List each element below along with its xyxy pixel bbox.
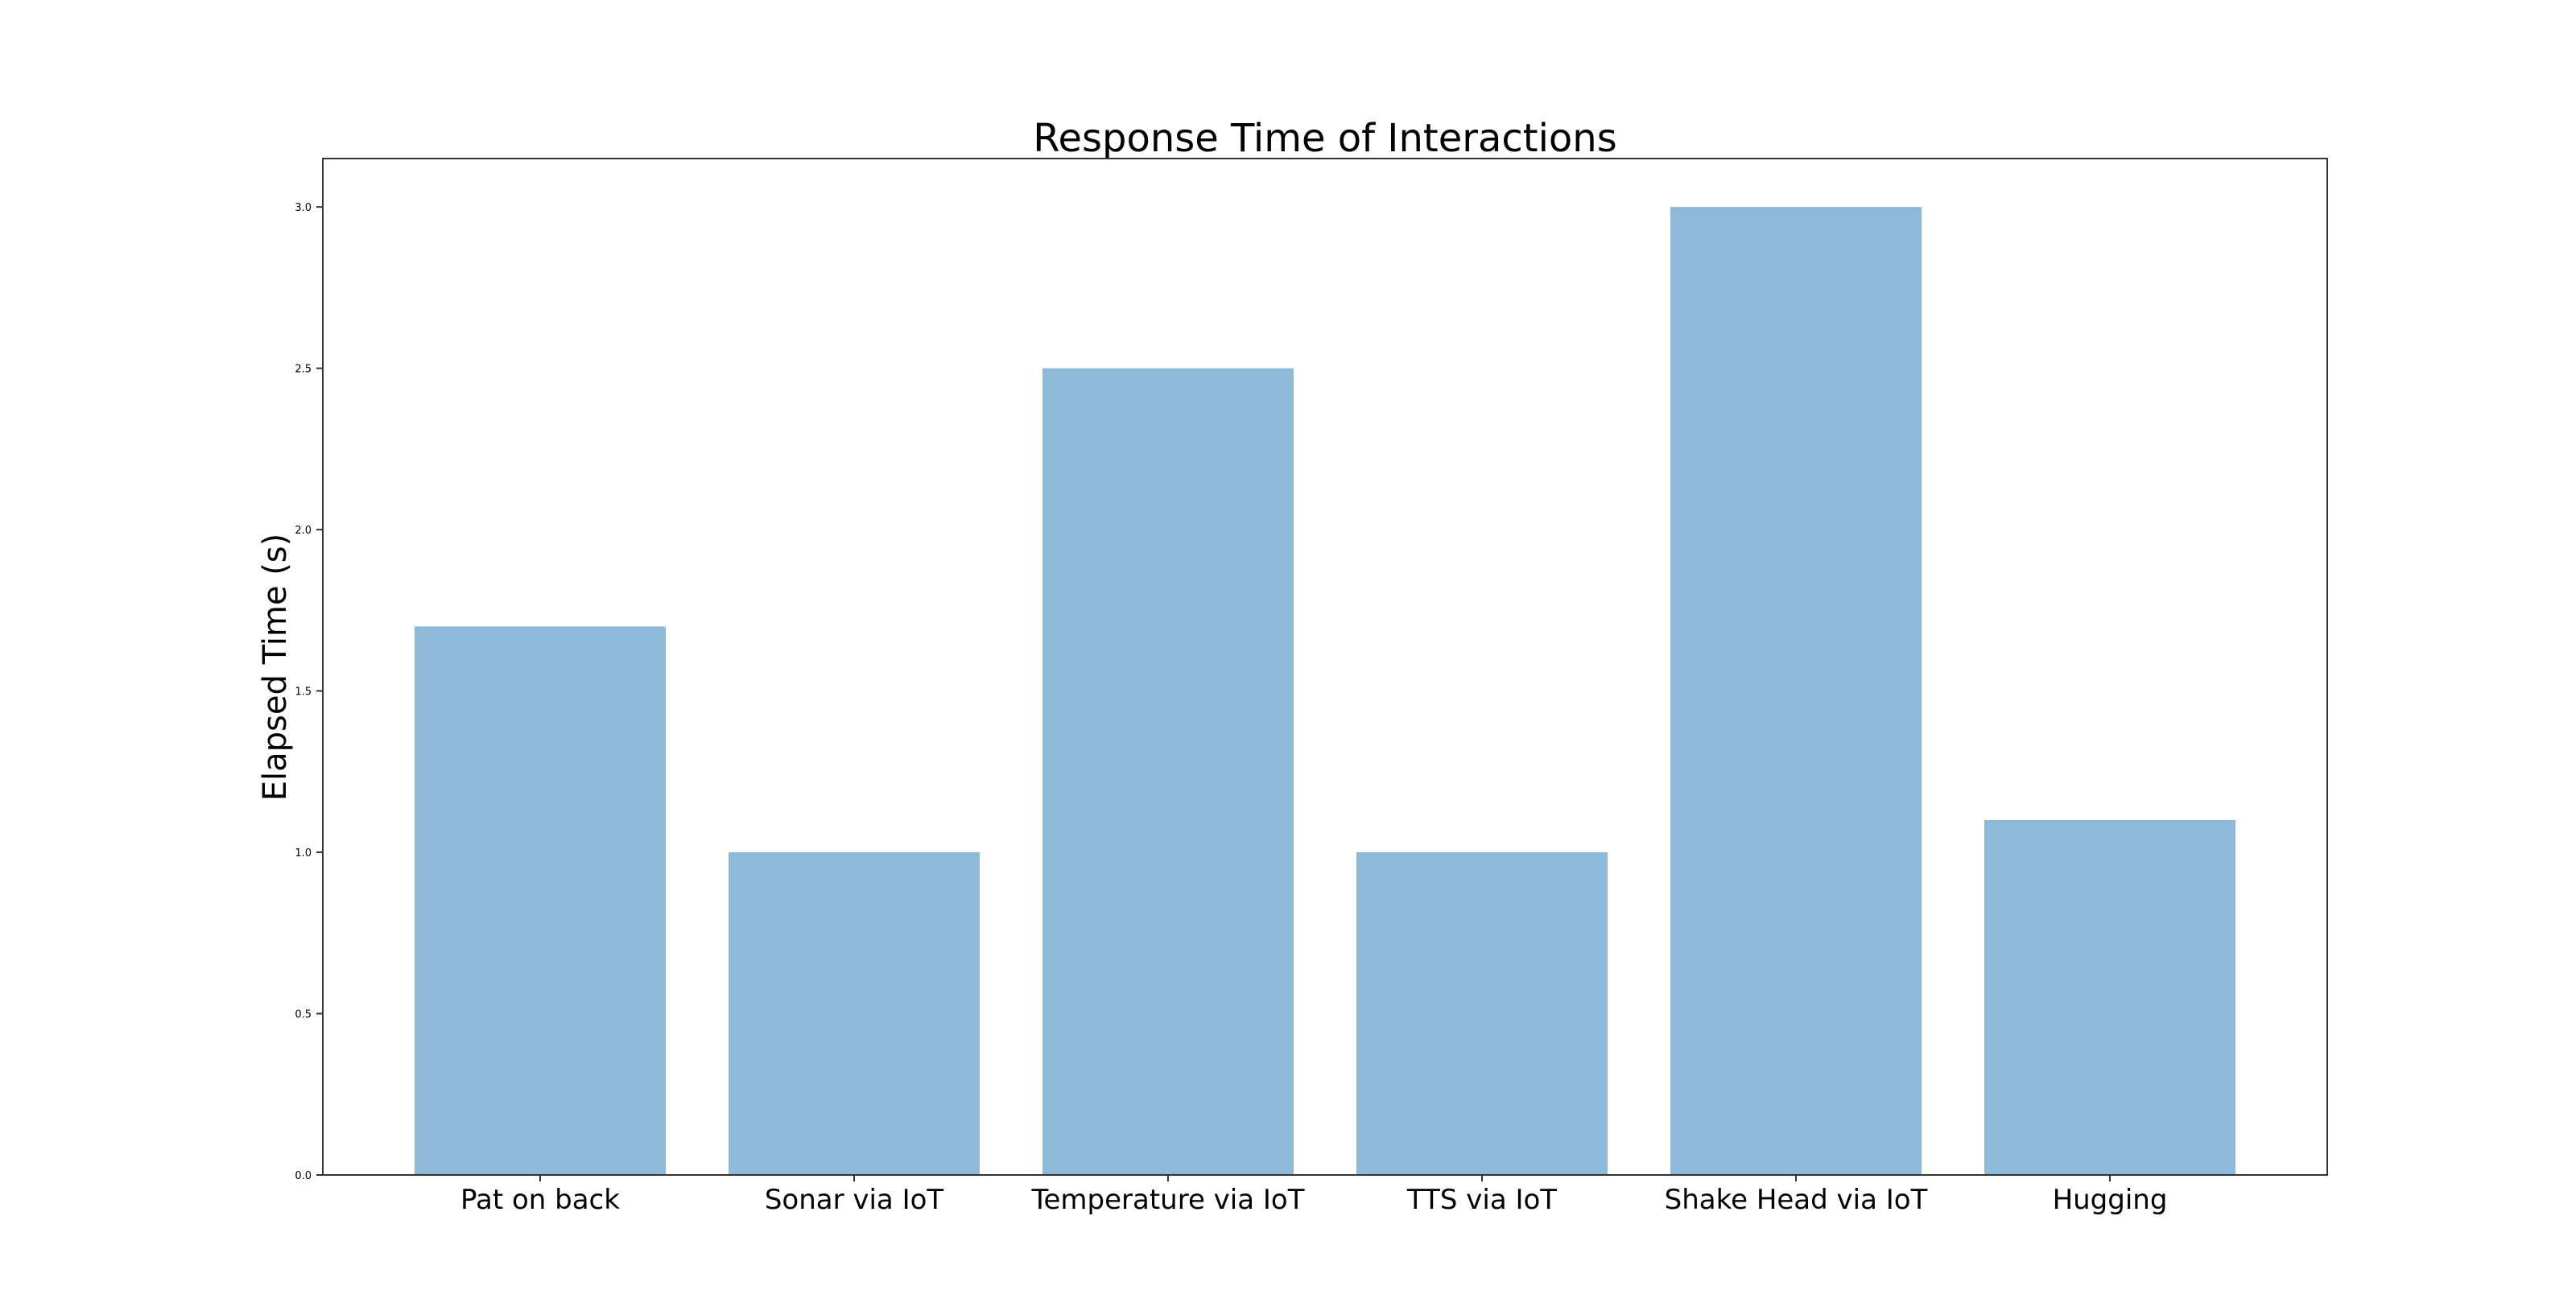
bar	[415, 626, 666, 1175]
y-tick-label: 0.0	[295, 1170, 312, 1182]
bar	[1042, 368, 1294, 1176]
x-tick-label: Shake Head via IoT	[1665, 1184, 1928, 1216]
bar	[1670, 207, 1922, 1176]
y-tick-label: 3.0	[295, 202, 312, 214]
x-tick-label: Pat on back	[460, 1184, 620, 1216]
y-tick-label: 1.0	[295, 847, 312, 859]
chart-title: Response Time of Interactions	[1033, 116, 1616, 161]
x-tick-label: TTS via IoT	[1406, 1184, 1557, 1216]
y-tick-label: 2.0	[295, 525, 312, 537]
y-tick-label: 0.5	[295, 1009, 312, 1021]
y-axis-label: Elapsed Time (s)	[257, 534, 294, 802]
x-tick-label: Hugging	[2053, 1184, 2168, 1216]
bars-group	[415, 207, 2235, 1176]
x-tick-label: Sonar via IoT	[765, 1184, 944, 1216]
x-tick-label: Temperature via IoT	[1031, 1184, 1305, 1216]
plot-frame	[322, 158, 2328, 1176]
bar	[1356, 852, 1608, 1175]
y-axis-ticks: 0.0 0.5 1.0 1.5 2.0 2.5 3.0	[295, 202, 323, 1182]
y-tick-label: 2.5	[295, 364, 312, 376]
bar	[1984, 819, 2235, 1175]
x-axis-ticks: Pat on back Sonar via IoT Temperature via …	[460, 1175, 2167, 1216]
bar	[729, 852, 980, 1175]
y-tick-label: 1.5	[295, 686, 312, 699]
